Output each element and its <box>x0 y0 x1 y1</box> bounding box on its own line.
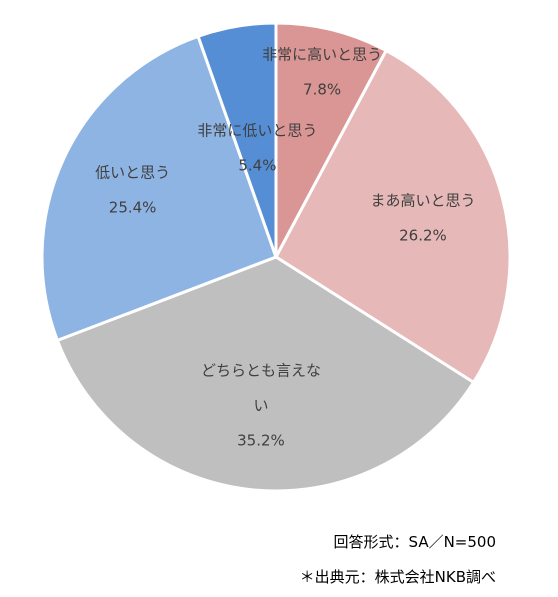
response-format-note: 回答形式：SA／N=500 <box>333 533 496 551</box>
pie-slices <box>40 21 512 493</box>
slice-value-label-3: 35.2% <box>237 432 285 450</box>
slice-value-label-2: 26.2% <box>399 226 447 244</box>
pie-slice-2 <box>274 49 512 384</box>
slice-category-label-3: い <box>253 397 268 415</box>
slice-category-label-2: まあ高いと思う <box>370 191 475 209</box>
slice-value-label-5: 5.4% <box>238 157 276 175</box>
slice-category-label-3: どちらとも言えな <box>201 362 321 380</box>
slice-category-label-5: 非常に低いと思う <box>197 122 317 140</box>
slice-value-label-1: 7.8% <box>303 81 341 99</box>
source-note: ＊出典元：株式会社NKB調べ <box>299 568 496 586</box>
slice-category-label-4: 低いと思う <box>95 164 170 182</box>
slice-category-label-1: 非常に高いと思う <box>262 46 382 64</box>
pie-slice-4 <box>40 34 278 342</box>
pie-slice-5 <box>196 21 278 259</box>
pie-slice-1 <box>274 21 388 259</box>
pie-slice-3 <box>55 255 476 493</box>
slice-value-label-4: 25.4% <box>109 199 157 217</box>
